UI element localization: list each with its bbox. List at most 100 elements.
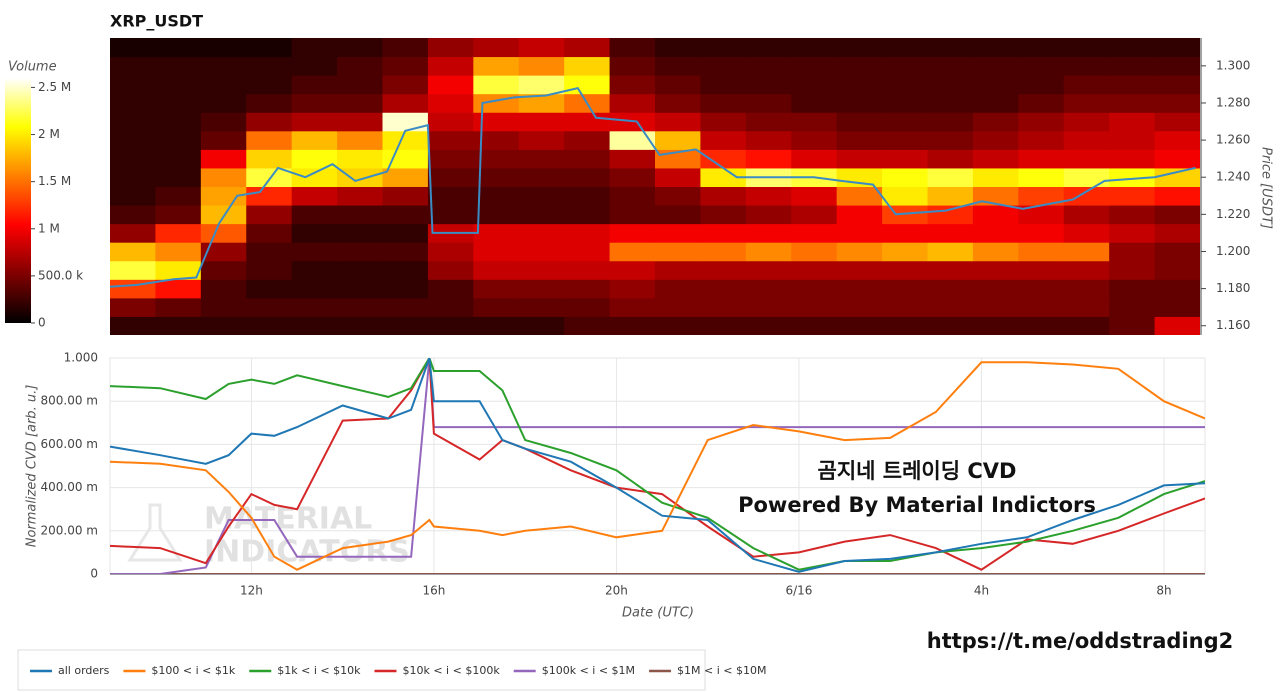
heat-cell bbox=[1154, 112, 1200, 132]
heat-cell bbox=[337, 297, 383, 317]
heat-cell bbox=[1063, 316, 1110, 335]
heat-cell bbox=[972, 297, 1019, 317]
heat-cell bbox=[745, 223, 792, 243]
heat-cell bbox=[882, 38, 928, 58]
heat-cell bbox=[1154, 242, 1200, 262]
heat-cell bbox=[155, 75, 202, 95]
heat-cell bbox=[246, 167, 293, 187]
heat-cell bbox=[1109, 75, 1156, 95]
heat-cell bbox=[473, 130, 520, 150]
heat-cell bbox=[1109, 130, 1156, 150]
heat-cell bbox=[655, 75, 701, 95]
heat-cell bbox=[291, 316, 338, 335]
heat-cell bbox=[972, 93, 1019, 113]
heat-cell bbox=[745, 260, 792, 280]
heat-cell bbox=[1063, 279, 1110, 299]
heat-cell bbox=[427, 186, 474, 206]
x-tick-label: 4h bbox=[974, 584, 989, 598]
heat-cell bbox=[337, 93, 383, 113]
heat-cell bbox=[246, 149, 293, 169]
heat-cell bbox=[745, 56, 792, 76]
heat-cell bbox=[1154, 260, 1200, 280]
heat-cell bbox=[246, 186, 293, 206]
series-line bbox=[110, 361, 1205, 571]
legend-label: $1M < i < $10M bbox=[677, 664, 766, 677]
x-tick-label: 8h bbox=[1156, 584, 1171, 598]
heat-cell bbox=[1109, 279, 1156, 299]
heat-cell bbox=[1063, 260, 1110, 280]
heat-cell bbox=[1154, 223, 1200, 243]
heat-cell bbox=[564, 242, 611, 262]
heat-cell bbox=[1154, 56, 1200, 76]
heat-cell bbox=[110, 186, 156, 206]
heat-cell bbox=[1109, 167, 1156, 187]
heat-cell bbox=[518, 316, 565, 335]
heat-cell bbox=[972, 242, 1019, 262]
heat-cell bbox=[110, 167, 156, 187]
heat-cell bbox=[337, 242, 383, 262]
heat-cell bbox=[200, 75, 247, 95]
heat-cell bbox=[609, 130, 656, 150]
y-tick-label: 1.160 bbox=[1216, 318, 1250, 332]
heat-cell bbox=[518, 242, 565, 262]
heat-cell bbox=[927, 149, 974, 169]
heat-cell bbox=[337, 130, 383, 150]
heat-cell bbox=[1109, 316, 1156, 335]
heat-cell bbox=[473, 112, 520, 132]
heat-cell bbox=[836, 279, 883, 299]
heat-cell bbox=[382, 186, 429, 206]
heat-cell bbox=[291, 75, 338, 95]
heat-cell bbox=[337, 38, 383, 58]
heat-cell bbox=[1154, 279, 1200, 299]
heat-cell bbox=[927, 130, 974, 150]
heat-cell bbox=[655, 38, 701, 58]
heat-cell bbox=[427, 205, 474, 225]
heat-cell bbox=[836, 242, 883, 262]
heat-cell bbox=[382, 297, 429, 317]
heat-cell bbox=[110, 149, 156, 169]
heat-cell bbox=[382, 130, 429, 150]
heat-cell bbox=[155, 186, 202, 206]
heat-cell bbox=[972, 149, 1019, 169]
legend-label: $1k < i < $10k bbox=[277, 664, 361, 677]
heat-cell bbox=[291, 167, 338, 187]
heat-cell bbox=[155, 167, 202, 187]
heat-cell bbox=[882, 223, 928, 243]
y-tick-label: 1.000 bbox=[64, 351, 98, 365]
heat-cell bbox=[518, 149, 565, 169]
heat-cell bbox=[291, 205, 338, 225]
link[interactable]: https://t.me/oddstrading2 bbox=[927, 629, 1234, 653]
heat-cell bbox=[518, 167, 565, 187]
heat-cell bbox=[246, 223, 293, 243]
heat-cell bbox=[836, 260, 883, 280]
heat-cell bbox=[1109, 297, 1156, 317]
heat-cell bbox=[518, 93, 565, 113]
heat-cell bbox=[882, 112, 928, 132]
chart-title: XRP_USDT bbox=[110, 12, 203, 31]
heat-cell bbox=[291, 93, 338, 113]
heat-cell bbox=[927, 297, 974, 317]
heat-cell bbox=[564, 75, 611, 95]
heat-cell bbox=[882, 167, 928, 187]
heat-cell bbox=[382, 279, 429, 299]
heat-cell bbox=[882, 279, 928, 299]
heat-cell bbox=[745, 205, 792, 225]
heat-cell bbox=[564, 149, 611, 169]
heat-cell bbox=[200, 279, 247, 299]
heat-cell bbox=[564, 167, 611, 187]
heat-cell bbox=[882, 130, 928, 150]
heat-cell bbox=[745, 93, 792, 113]
heat-cell bbox=[791, 186, 838, 206]
heat-cell bbox=[1018, 186, 1065, 206]
colorbar-tick-label: 2 M bbox=[38, 127, 60, 141]
heat-cell bbox=[1109, 149, 1156, 169]
heat-cell bbox=[337, 167, 383, 187]
heat-cell bbox=[564, 56, 611, 76]
heat-cell bbox=[1154, 75, 1200, 95]
heat-cell bbox=[564, 297, 611, 317]
heat-cell bbox=[882, 242, 928, 262]
heat-cell bbox=[700, 56, 747, 76]
heat-cell bbox=[1109, 38, 1156, 58]
heat-cell bbox=[836, 38, 883, 58]
watermark-text: INDICATORS bbox=[204, 535, 410, 570]
